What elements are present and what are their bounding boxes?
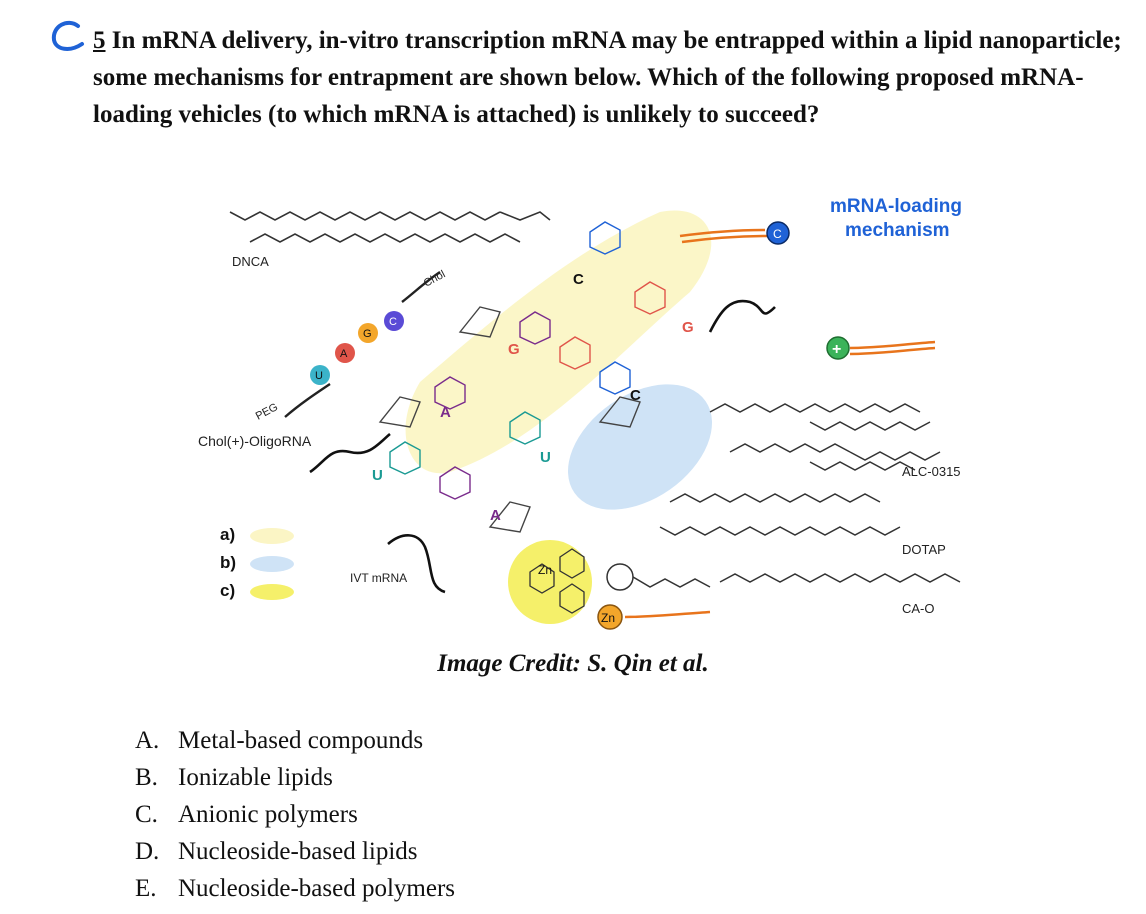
plus-bead [826,336,850,360]
bead-u [310,365,330,385]
lnp-mechanism-figure: DNCA U A G C PEG Chol Chol(+)-OligoRNA I… [198,196,962,630]
dotap-label: DOTAP [902,542,946,557]
question-text: 5 In mRNA delivery, in-vitro transcripti… [93,22,1123,133]
image-credit-text: Image Credit: S. Qin et al. [437,650,709,677]
bead-c [384,311,404,331]
zn-center-label: Zn [538,563,552,577]
base-a-2: A [490,507,501,524]
peg-label: PEG [254,401,280,423]
choice-c-letter: C. [135,801,158,828]
choice-a[interactable]: A. Metal-based compounds [135,722,455,759]
choice-c-text: Anionic polymers [178,801,358,828]
plus-bead-label: + [832,341,841,358]
base-pair-structures [378,221,666,533]
region-c-metal [508,540,592,624]
c-bead-label: C [773,227,782,241]
region-b-electrostatic [567,384,713,510]
c-bead [766,221,790,245]
bead-a [335,343,355,363]
legend-a-key: a) [220,525,235,544]
chol-oligo-label: Chol(+)-OligoRNA [198,433,312,449]
ivt-mrna-label: IVT mRNA [350,571,407,585]
question-body: In mRNA delivery, in-vitro transcription… [93,27,1122,128]
bead-g-label: G [363,328,372,340]
base-g-1: G [508,341,520,358]
chol-oligo-chain [284,271,441,418]
legend-a-swatch [250,528,294,544]
choice-b[interactable]: B. Ionizable lipids [135,759,455,796]
choice-d-text: Nucleoside-based lipids [178,838,418,865]
choice-a-letter: A. [135,727,160,754]
legend-c-swatch [250,584,294,600]
ca-o-lipid [606,563,961,591]
base-c-2: C [630,387,641,404]
region-a-hydrogen-bond [405,210,712,474]
base-u-1: U [540,449,551,466]
zn-complex [529,548,585,614]
choice-d[interactable]: D. Nucleoside-based lipids [135,833,455,870]
question-number: 5 [93,27,106,54]
zn-bead-label: Zn [601,611,615,625]
ca-o-label: CA-O [902,601,935,616]
alc-0315-lipid [709,403,941,471]
legend: a) b) c) [220,525,294,600]
bead-g [358,323,378,343]
base-g-2: G [682,319,694,336]
base-c-1: C [573,271,584,288]
choice-d-letter: D. [135,838,160,865]
dotap-lipid [659,493,901,536]
handwritten-c-mark [51,20,84,51]
choice-b-letter: B. [135,764,158,791]
orange-mrna-lines [624,228,936,619]
choice-e-letter: E. [135,875,157,902]
choice-e[interactable]: E. Nucleoside-based polymers [135,870,455,907]
bead-a-label: A [340,348,348,360]
choice-a-text: Metal-based compounds [178,727,424,754]
legend-b-swatch [250,556,294,572]
choice-e-text: Nucleoside-based polymers [178,875,456,902]
answer-choices: A. Metal-based compounds B. Ionizable li… [135,722,455,907]
bead-u-label: U [315,370,323,382]
chol-label: Chol [422,268,448,289]
rna-strands [309,299,776,594]
dnca-lipid [229,211,551,243]
base-a-1: A [440,404,451,421]
legend-b-key: b) [220,553,236,572]
mechanism-title-line2: mechanism [845,220,950,241]
image-credit: Image Credit: S. Qin et al. [0,650,1146,678]
mechanism-title-line1: mRNA-loading [830,196,962,217]
zn-bead [597,604,623,630]
base-u-2: U [372,467,383,484]
choice-c[interactable]: C. Anionic polymers [135,796,455,833]
dnca-label: DNCA [232,254,269,269]
choice-b-text: Ionizable lipids [178,764,333,791]
alc-label: ALC-0315 [902,464,961,479]
bead-c-label: C [389,316,397,328]
legend-c-key: c) [220,581,235,600]
